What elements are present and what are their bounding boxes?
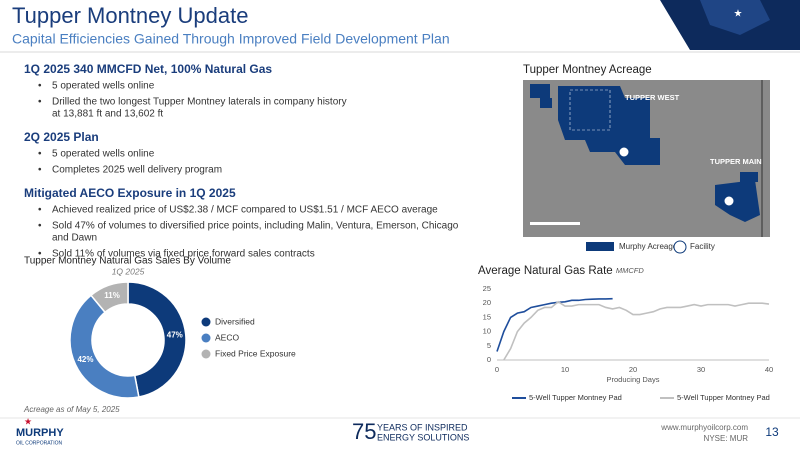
legend-dot [201, 317, 211, 327]
bullet-text: Drilled the two longest Tupper Montney l… [52, 97, 347, 108]
bullet-dot: • [38, 249, 42, 260]
legend-label: Fixed Price Exposure [215, 348, 296, 358]
legend-dot [201, 349, 211, 359]
anniv-number: 75 [352, 419, 376, 444]
y-tick-label: 15 [483, 312, 491, 321]
acreage [530, 84, 550, 98]
y-tick-label: 20 [483, 298, 491, 307]
acreage [558, 86, 660, 165]
logo-sub: OIL CORPORATION [16, 440, 63, 446]
bullet-dot: • [38, 165, 42, 176]
bullet-text: and Dawn [52, 233, 97, 244]
bullet-text: Completes 2025 well delivery program [52, 165, 222, 176]
map-label: TUPPER WEST [625, 93, 680, 102]
header-map-shape [700, 0, 770, 35]
bullet-dot: • [38, 205, 42, 216]
map-label: TUPPER MAIN [710, 157, 762, 166]
y-tick-label: 25 [483, 284, 491, 293]
bullet-dot: • [38, 81, 42, 92]
legend-icon [673, 240, 687, 254]
ticker: NYSE: MUR [704, 434, 749, 443]
legend-label: AECO [215, 332, 239, 342]
x-tick-label: 30 [697, 365, 705, 374]
slide-subtitle: Capital Efficiencies Gained Through Impr… [12, 31, 450, 47]
x-tick-label: 40 [765, 365, 773, 374]
line-series [496, 297, 613, 352]
section-heading: 2Q 2025 Plan [24, 130, 99, 144]
facility-icon [618, 146, 630, 158]
line-unit: MMCFD [616, 266, 644, 275]
bullet-text: 5 operated wells online [52, 149, 155, 160]
line-title-text: Average Natural Gas Rate [478, 265, 613, 277]
anniv-line: ENERGY SOLUTIONS [377, 432, 469, 442]
wells [569, 89, 611, 131]
acreage [540, 98, 552, 108]
legend-label: 5-Well Tupper Montney Pad [529, 393, 622, 402]
donut-title: Tupper Montney Natural Gas Sales By Volu… [24, 256, 231, 267]
donut-slice [69, 294, 140, 399]
bullet-text: Achieved realized price of US$2.38 / MCF… [52, 205, 438, 216]
x-tick-label: 0 [495, 365, 499, 374]
header-star: ★ [734, 9, 743, 20]
map-title: Tupper Montney Acreage [523, 64, 652, 76]
donut-subtitle: 1Q 2025 [112, 266, 145, 276]
donut-slice [127, 281, 187, 398]
y-tick-label: 5 [487, 341, 491, 350]
section-heading: Mitigated AECO Exposure in 1Q 2025 [24, 186, 236, 200]
y-tick-label: 0 [487, 355, 491, 364]
bullet-dot: • [38, 221, 42, 232]
bullet-dot: • [38, 149, 42, 160]
line-title: Average Natural Gas Rate MMCFD [478, 265, 644, 277]
legend-label: 5-Well Tupper Montney Pad [677, 393, 770, 402]
x-tick-label: 10 [561, 365, 569, 374]
bullet-text: Sold 47% of volumes to diversified price… [52, 221, 459, 232]
x-axis-label: Producing Days [607, 375, 660, 384]
bullet-text: 5 operated wells online [52, 81, 155, 92]
facility-icon [723, 195, 735, 207]
legend-label: Murphy Acreage [619, 242, 678, 251]
acreage [715, 180, 760, 222]
logo: MURPHY [16, 427, 64, 439]
donut-value-label: 11% [104, 291, 120, 300]
y-tick-label: 10 [483, 327, 491, 336]
bullet-text: at 13,881 ft and 13,602 ft [52, 109, 163, 120]
acreage [740, 172, 758, 182]
scale-bar [530, 222, 580, 225]
legend-label: Diversified [215, 316, 255, 326]
logo-star: ★ [24, 416, 32, 426]
url: www.murphyoilcorp.com [660, 423, 748, 432]
legend-swatch [586, 242, 614, 251]
legend-label: Facility [690, 242, 715, 251]
line-series [503, 300, 770, 361]
donut-value-label: 42% [77, 355, 93, 364]
footnote: Acreage as of May 5, 2025 [23, 405, 120, 414]
x-tick-label: 20 [629, 365, 637, 374]
anniv-line: YEARS OF INSPIRED [377, 422, 468, 432]
slide-title: Tupper Montney Update [12, 3, 248, 28]
bullet-dot: • [38, 97, 42, 108]
page-number: 13 [765, 425, 779, 439]
legend-dot [201, 333, 211, 343]
section-heading: 1Q 2025 340 MMCFD Net, 100% Natural Gas [24, 62, 272, 76]
donut-slice [89, 281, 129, 314]
bullet-text: Sold 11% of volumes via fixed price forw… [52, 249, 315, 260]
donut-value-label: 47% [167, 331, 183, 340]
